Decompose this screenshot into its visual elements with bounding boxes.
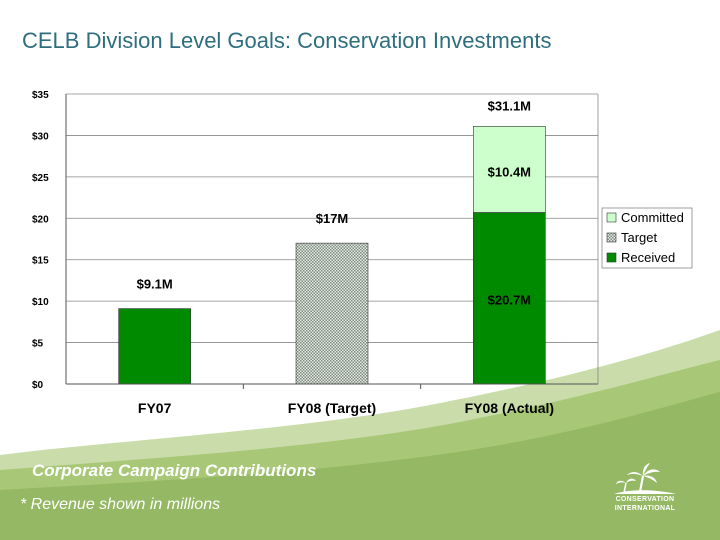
y-tick-label: $30 [32,131,49,142]
x-category-label: FY08 (Actual) [465,400,554,416]
bars [118,126,546,385]
y-tick-label: $5 [32,339,44,350]
slide-title: CELB Division Level Goals: Conservation … [22,28,552,53]
y-tick-label: $35 [32,90,49,101]
bar-received [473,212,546,385]
data-label: $10.4M [488,164,531,179]
palm-tree-logo-icon [614,463,676,494]
x-category-label: FY08 (Target) [288,400,376,416]
logo-text-line2: INTERNATIONAL [614,505,676,512]
data-labels: $9.1M $17M $20.7M $10.4M $31.1M [137,98,531,307]
legend-swatch-received [606,252,617,263]
bar-committed [473,126,546,213]
bar-target [295,242,369,385]
legend-swatch-committed [606,212,617,223]
y-tick-label: $25 [32,173,49,184]
legend: Committed Target Received [601,207,693,269]
data-label: $17M [316,211,349,226]
legend-label: Target [621,230,658,245]
legend-frame [601,207,693,269]
y-tick-label: $10 [32,297,49,308]
conservation-international-logo: CONSERVATION INTERNATIONAL [600,462,690,518]
x-category-label: FY07 [138,400,172,416]
y-tick-label: $20 [32,214,49,225]
data-label: $9.1M [137,277,173,292]
legend-label: Received [621,250,675,265]
data-label: $31.1M [488,98,531,113]
legend-label: Committed [621,210,684,225]
data-label: $20.7M [488,292,531,307]
legend-box: Committed Target Received [601,207,693,269]
y-tick-label: $15 [32,256,49,267]
legend-swatch-target [606,232,617,243]
bar-received [118,308,191,385]
axes: $0 $5 $10 $15 $20 $25 $30 $35 FY07 FY08 (Target) F… [32,90,599,416]
revenue-note: * Revenue shown in millions [20,496,221,513]
campaign-caption: Corporate Campaign Contributions [32,461,317,480]
logo-text-line1: CONSERVATION [615,496,675,503]
y-tick-label: $0 [32,380,44,391]
